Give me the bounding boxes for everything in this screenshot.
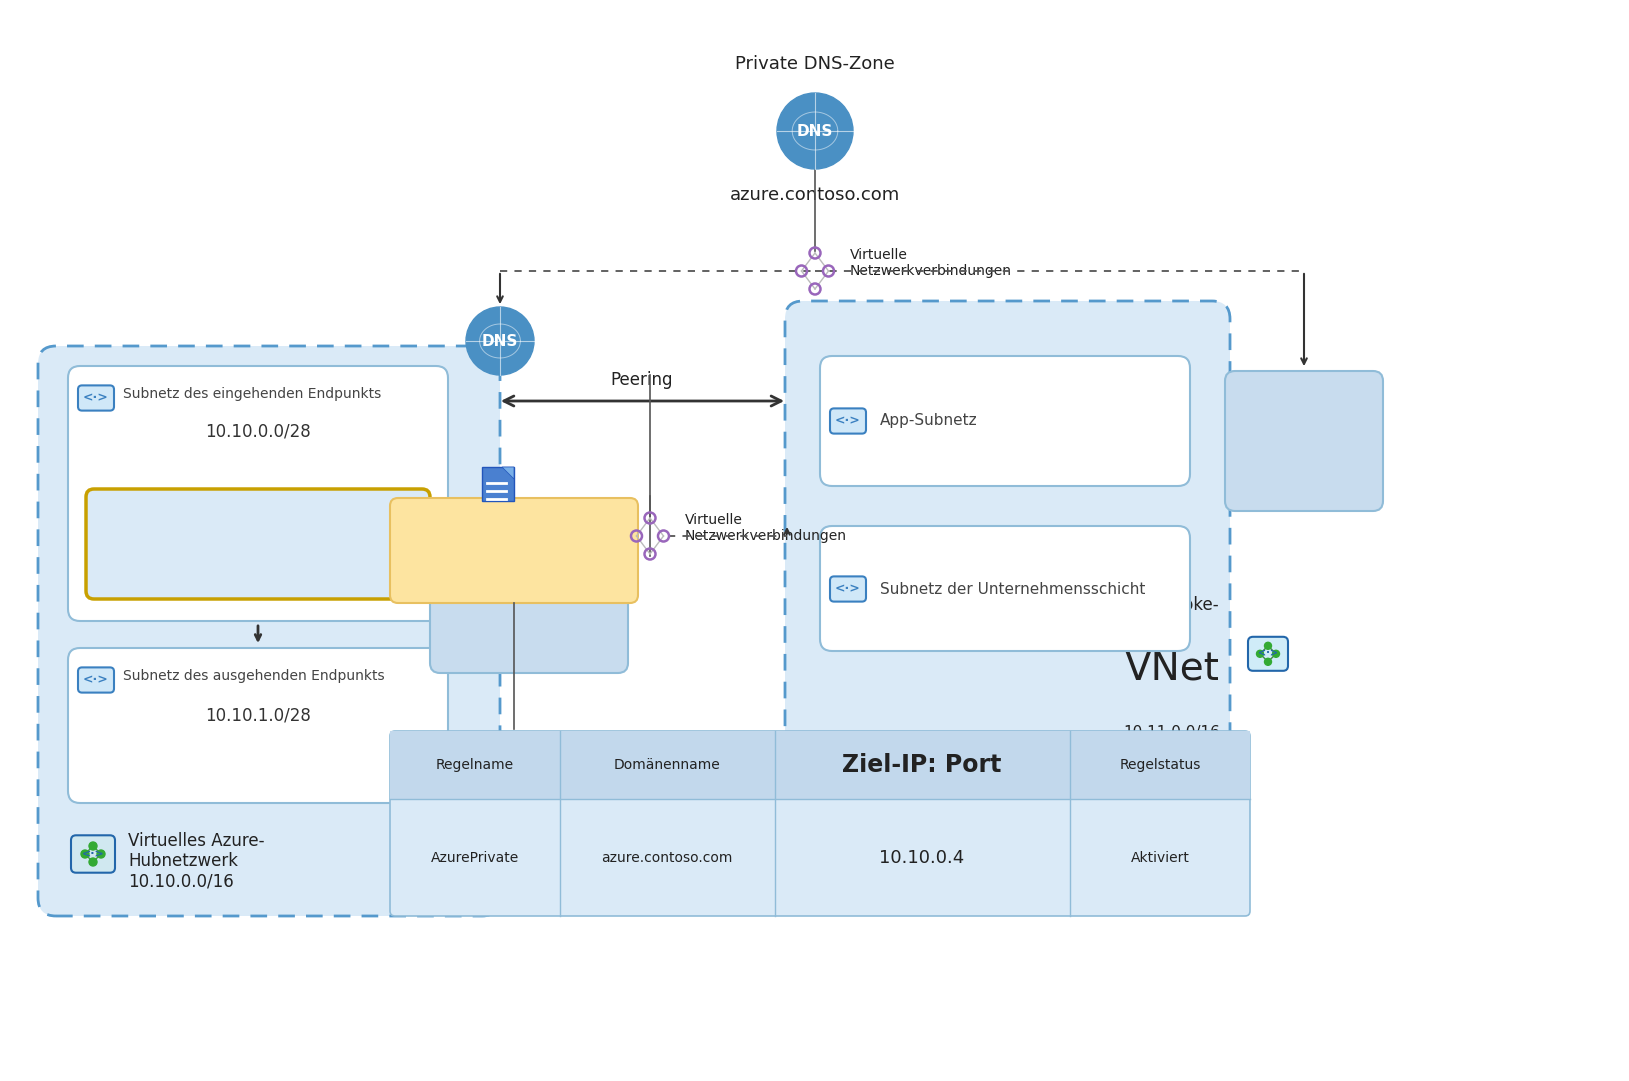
Text: Regelname: Regelname xyxy=(437,758,515,772)
Text: 10.10.0.0/16: 10.10.0.0/16 xyxy=(129,872,233,890)
Text: App-Subnetz: App-Subnetz xyxy=(880,414,977,428)
Circle shape xyxy=(777,93,854,169)
Text: azure.contoso.com: azure.contoso.com xyxy=(730,186,901,204)
Text: <·>: <·> xyxy=(1258,649,1279,658)
Text: Subnetz des ausgehenden Endpunkts: Subnetz des ausgehenden Endpunkts xyxy=(124,669,384,683)
FancyBboxPatch shape xyxy=(78,667,114,693)
Circle shape xyxy=(1256,651,1264,657)
Circle shape xyxy=(1264,658,1272,665)
FancyBboxPatch shape xyxy=(1225,371,1383,511)
Text: <·>: <·> xyxy=(836,583,860,596)
FancyBboxPatch shape xyxy=(68,648,448,803)
FancyBboxPatch shape xyxy=(831,409,867,433)
Text: DNS: DNS xyxy=(1261,452,1347,486)
Text: 10.10.1.0/28: 10.10.1.0/28 xyxy=(205,707,311,725)
Text: Azure-: Azure- xyxy=(505,553,554,569)
Text: DNS: DNS xyxy=(482,334,518,348)
Circle shape xyxy=(98,850,104,858)
FancyBboxPatch shape xyxy=(819,356,1191,486)
FancyBboxPatch shape xyxy=(785,301,1230,791)
Circle shape xyxy=(1264,642,1272,650)
Text: Virtuelle
Netzwerkverbindungen: Virtuelle Netzwerkverbindungen xyxy=(850,248,1012,278)
Text: <·>: <·> xyxy=(81,849,104,859)
Text: Aktiviert: Aktiviert xyxy=(1131,851,1189,865)
Text: Azure-: Azure- xyxy=(1279,403,1329,417)
FancyBboxPatch shape xyxy=(72,836,116,872)
FancyBboxPatch shape xyxy=(819,526,1191,651)
Text: Ziel-IP: Port: Ziel-IP: Port xyxy=(842,753,1002,777)
Text: Subnetz der Unternehmensschicht: Subnetz der Unternehmensschicht xyxy=(880,582,1145,597)
Text: <·>: <·> xyxy=(83,673,109,686)
Text: Azure-Spoke-: Azure-Spoke- xyxy=(1111,596,1220,614)
FancyBboxPatch shape xyxy=(37,346,500,916)
Circle shape xyxy=(90,858,98,866)
Text: DNS: DNS xyxy=(797,123,832,138)
Text: Virtuelle
Netzwerkverbindungen: Virtuelle Netzwerkverbindungen xyxy=(686,512,847,543)
Text: <·>: <·> xyxy=(836,414,860,427)
FancyBboxPatch shape xyxy=(430,518,629,673)
Text: 10.11.0.0/16: 10.11.0.0/16 xyxy=(1122,724,1220,739)
FancyBboxPatch shape xyxy=(78,386,114,411)
Text: 10.10.0.4: 10.10.0.4 xyxy=(213,557,301,575)
Text: DNS-Weiterleitungs-: DNS-Weiterleitungs- xyxy=(427,520,601,535)
Circle shape xyxy=(81,850,90,858)
FancyBboxPatch shape xyxy=(68,366,448,620)
Text: VNet: VNet xyxy=(1126,650,1220,688)
Text: Hubnetzwerk: Hubnetzwerk xyxy=(129,852,238,870)
Text: Peering: Peering xyxy=(611,371,673,389)
Text: <·>: <·> xyxy=(83,391,109,404)
Text: VIP des eingehenden Endpunkts: VIP des eingehenden Endpunkts xyxy=(124,520,393,535)
FancyBboxPatch shape xyxy=(831,576,867,602)
FancyBboxPatch shape xyxy=(482,467,515,501)
Polygon shape xyxy=(502,467,515,479)
FancyBboxPatch shape xyxy=(389,731,1249,916)
Text: Virtuelles Azure-: Virtuelles Azure- xyxy=(129,832,264,850)
Circle shape xyxy=(1272,651,1279,657)
Text: AzurePrivate: AzurePrivate xyxy=(432,851,520,865)
Text: azure.contoso.com: azure.contoso.com xyxy=(601,851,733,865)
Text: DNS: DNS xyxy=(482,604,575,642)
FancyBboxPatch shape xyxy=(86,489,430,599)
FancyBboxPatch shape xyxy=(389,498,639,603)
Text: Private DNS-Zone: Private DNS-Zone xyxy=(735,55,894,74)
Bar xyxy=(389,731,1249,799)
Text: Domänenname: Domänenname xyxy=(614,758,720,772)
Text: Subnetz des eingehenden Endpunkts: Subnetz des eingehenden Endpunkts xyxy=(124,387,381,401)
Text: regelsatz: regelsatz xyxy=(474,566,554,582)
FancyBboxPatch shape xyxy=(1248,637,1289,671)
Circle shape xyxy=(90,842,98,850)
Circle shape xyxy=(466,307,534,375)
Text: Regelstatus: Regelstatus xyxy=(1119,758,1201,772)
Text: 10.10.0.4: 10.10.0.4 xyxy=(880,849,964,867)
Text: 10.10.0.0/28: 10.10.0.0/28 xyxy=(205,422,311,440)
